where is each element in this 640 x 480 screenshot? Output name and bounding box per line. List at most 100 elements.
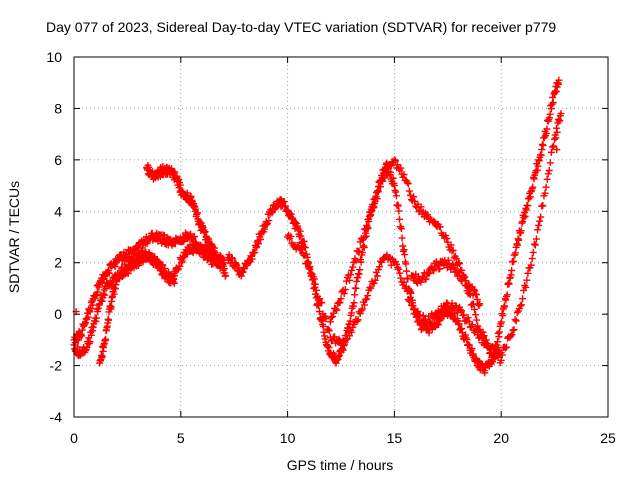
data-point <box>449 246 457 254</box>
data-point <box>507 332 515 340</box>
data-point <box>529 183 537 191</box>
data-point <box>301 244 309 252</box>
data-point <box>456 260 464 268</box>
data-point <box>457 306 465 314</box>
data-point <box>527 261 535 269</box>
data-point <box>183 250 191 258</box>
data-point <box>359 234 367 242</box>
data-point <box>519 295 527 303</box>
data-point <box>549 99 557 107</box>
data-points <box>70 76 565 377</box>
data-point <box>347 271 355 279</box>
data-point <box>102 335 110 343</box>
data-point <box>419 312 427 320</box>
y-tick-label: -2 <box>50 358 63 374</box>
data-point <box>443 235 451 243</box>
data-point <box>532 235 540 243</box>
data-point <box>508 266 516 274</box>
data-point <box>516 302 524 310</box>
data-point <box>310 275 318 283</box>
x-tick-label: 10 <box>280 430 296 446</box>
data-point <box>94 288 102 296</box>
data-point <box>403 178 411 186</box>
data-point <box>400 278 408 286</box>
data-point <box>306 263 314 271</box>
y-tick-label: 6 <box>54 152 62 168</box>
data-point <box>499 312 507 320</box>
data-point <box>337 295 345 303</box>
data-point <box>348 328 356 336</box>
data-point <box>475 301 483 309</box>
data-point <box>548 143 556 151</box>
data-point <box>481 337 489 345</box>
data-point <box>391 157 399 165</box>
series-trace-g <box>326 156 505 367</box>
data-point <box>404 275 412 283</box>
data-point <box>190 233 198 241</box>
data-point <box>311 280 319 288</box>
data-point <box>436 265 444 273</box>
data-point <box>542 183 550 191</box>
data-point <box>353 317 361 325</box>
chart-title: Day 077 of 2023, Sidereal Day-to-day VTE… <box>46 19 556 35</box>
data-point <box>395 207 403 215</box>
series-trace-f <box>284 110 565 359</box>
data-point <box>349 263 357 271</box>
axis-ticks <box>73 56 609 418</box>
data-point <box>510 257 518 265</box>
data-point <box>521 212 529 220</box>
data-point <box>517 227 525 235</box>
data-point <box>98 352 106 360</box>
y-tick-label: 2 <box>54 255 62 271</box>
data-point <box>473 295 481 303</box>
data-point <box>348 266 356 274</box>
data-point <box>111 263 119 271</box>
data-point <box>410 193 418 201</box>
data-point <box>546 159 554 167</box>
data-point <box>222 272 230 280</box>
data-point <box>145 249 153 257</box>
data-point <box>374 187 382 195</box>
data-point <box>301 251 309 259</box>
data-point <box>384 170 392 178</box>
data-point <box>322 315 330 323</box>
data-point <box>251 249 259 257</box>
data-point <box>165 268 173 276</box>
data-point <box>297 246 305 254</box>
data-point <box>395 265 403 273</box>
data-point <box>326 318 334 326</box>
data-point <box>365 215 373 223</box>
data-point <box>396 269 404 277</box>
data-point <box>346 332 354 340</box>
data-point <box>552 134 560 142</box>
data-point <box>377 183 385 191</box>
data-point <box>555 76 563 84</box>
data-point <box>342 277 350 285</box>
data-point <box>379 177 387 185</box>
data-point <box>330 309 338 317</box>
data-point <box>352 257 360 265</box>
data-point <box>101 291 109 299</box>
data-point <box>312 286 320 294</box>
data-point <box>83 344 91 352</box>
data-point <box>524 202 532 210</box>
data-point <box>360 243 368 251</box>
data-point <box>547 148 555 156</box>
data-point <box>369 202 377 210</box>
data-point <box>397 225 405 233</box>
data-point <box>86 338 94 346</box>
data-point <box>465 290 473 298</box>
data-point <box>201 228 209 236</box>
data-point <box>484 343 492 351</box>
data-point <box>383 171 391 179</box>
data-point <box>145 163 153 171</box>
data-point <box>468 344 476 352</box>
series-trace-h <box>407 256 484 309</box>
data-point <box>403 287 411 295</box>
data-point <box>398 234 406 242</box>
data-point <box>455 268 463 276</box>
y-tick-label: 4 <box>54 203 62 219</box>
data-point <box>357 307 365 315</box>
data-point <box>528 255 536 263</box>
data-point <box>325 344 333 352</box>
